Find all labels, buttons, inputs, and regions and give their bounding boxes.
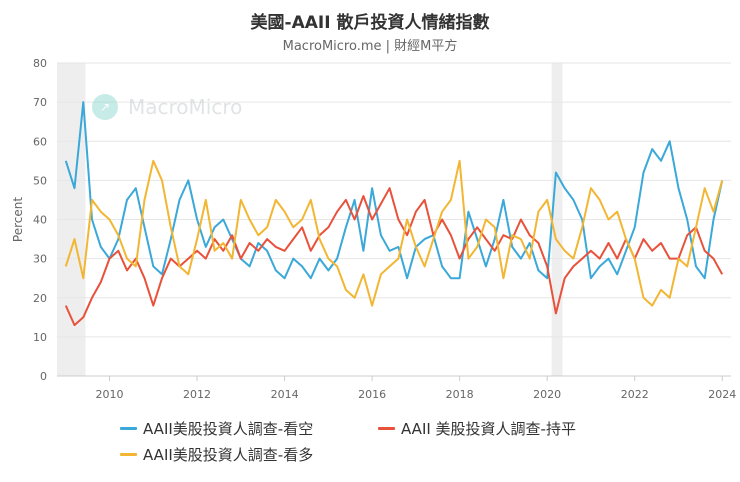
chart-subtitle: MacroMicro.me | 財經M平方: [282, 39, 458, 54]
chart-title: 美國-AAII 散戶投資人情緒指數: [250, 13, 490, 33]
x-tick-label-2014: 2014: [271, 388, 299, 401]
y-tick-label-70: 70: [33, 96, 47, 109]
x-tick-label-2020: 2020: [533, 388, 561, 401]
series-line-neutral: [64, 187, 724, 327]
legend-item-neutral[interactable]: AAII 美股投資人調查-持平: [378, 418, 576, 439]
y-tick-label-30: 30: [33, 253, 47, 266]
x-tick-label-2012: 2012: [183, 388, 211, 401]
series-line-bearish: [64, 101, 724, 280]
legend-swatch-bearish: [120, 427, 137, 430]
y-tick-label-50: 50: [33, 174, 47, 187]
chart-logo-icon: ↗: [92, 94, 118, 120]
y-tick-label-10: 10: [33, 331, 47, 344]
series-line-bullish: [64, 159, 724, 307]
x-tick-label-2010: 2010: [96, 388, 124, 401]
y-tick-label-60: 60: [33, 135, 47, 148]
legend-swatch-neutral: [378, 427, 395, 430]
x-tick-label-2022: 2022: [621, 388, 649, 401]
y-axis-label: Percent: [11, 197, 25, 242]
x-tick-label-2016: 2016: [358, 388, 386, 401]
legend-label-bullish: AAII美股投資人調查-看多: [143, 446, 314, 464]
y-tick-label-40: 40: [33, 214, 47, 227]
legend-label-neutral: AAII 美股投資人調查-持平: [401, 420, 576, 438]
x-tick-label-2024: 2024: [708, 388, 736, 401]
legend-swatch-bullish: [120, 453, 137, 456]
legend-item-bullish[interactable]: AAII美股投資人調查-看多: [120, 444, 313, 465]
y-tick-label-80: 80: [33, 57, 47, 70]
y-tick-label-0: 0: [40, 370, 47, 383]
legend-item-bearish[interactable]: AAII美股投資人調查-看空: [120, 418, 313, 439]
x-tick-label-2018: 2018: [446, 388, 474, 401]
legend-label-bearish: AAII美股投資人調查-看空: [143, 420, 314, 438]
watermark-text: MacroMicro: [128, 95, 243, 119]
watermark: ↗ MacroMicro: [92, 94, 242, 120]
y-tick-label-20: 20: [33, 292, 47, 305]
